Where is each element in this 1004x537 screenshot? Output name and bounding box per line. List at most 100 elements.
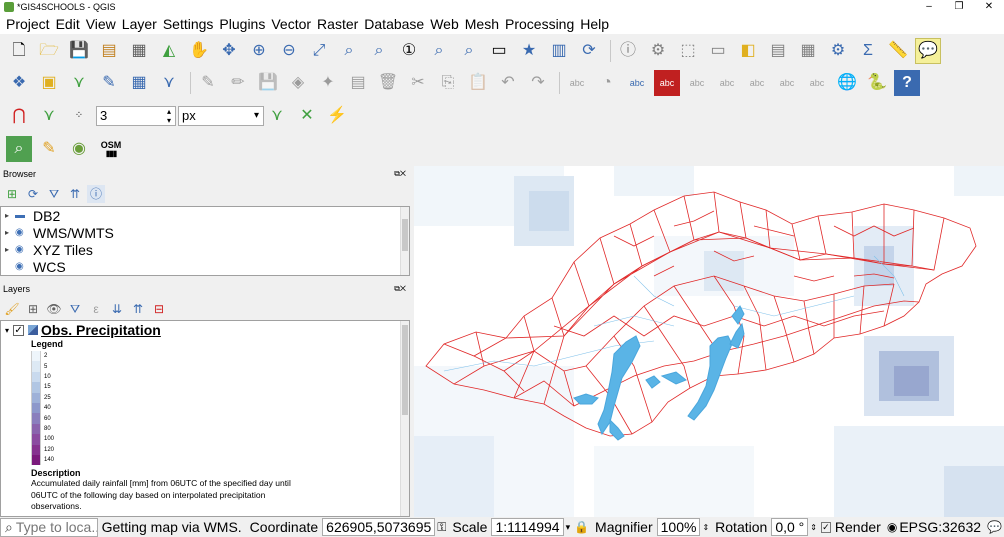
zoom-in-icon[interactable]: ⊕	[252, 42, 266, 59]
zoom-last-icon[interactable]: ⌕	[434, 42, 444, 59]
menu-web[interactable]: Web	[430, 16, 459, 32]
add-raster-icon[interactable]: ▦	[131, 74, 147, 91]
label-properties-icon[interactable]: abc	[809, 77, 825, 88]
add-group-icon[interactable]: ⊞	[27, 302, 39, 316]
menu-help[interactable]: Help	[580, 16, 610, 32]
filter-legend-icon[interactable]: ⛛	[69, 302, 81, 316]
field-calculator-icon[interactable]: ▦	[800, 42, 816, 59]
spin-arrows-icon[interactable]: ⇕	[702, 522, 710, 532]
modify-attributes-icon[interactable]: ▤	[350, 74, 366, 91]
properties-icon[interactable]: ⓘ	[87, 185, 105, 203]
current-edits-icon[interactable]: ✎	[201, 74, 215, 91]
style-manager-icon[interactable]: ◭	[162, 42, 176, 59]
menu-settings[interactable]: Settings	[162, 16, 214, 32]
layer-visibility-checkbox[interactable]: ✓	[13, 324, 25, 336]
snapping-magnet-icon[interactable]: ⋂	[12, 107, 26, 124]
expand-all-icon[interactable]: ⇊	[111, 302, 123, 316]
copy-icon[interactable]: ⎘	[441, 74, 455, 91]
scrollbar-thumb[interactable]	[402, 219, 408, 251]
menu-project[interactable]: Project	[6, 16, 50, 32]
expand-arrow-icon[interactable]: ▸	[5, 228, 10, 237]
coordinate-field[interactable]: 626905,5073695	[322, 518, 436, 536]
deselect-icon[interactable]: ◧	[740, 42, 756, 59]
data-source-manager-icon[interactable]: ❖	[11, 74, 27, 91]
add-selected-layers-icon[interactable]: ⊞	[6, 187, 18, 201]
collapse-all-layers-icon[interactable]: ⇈	[132, 302, 144, 316]
snapping-tolerance-spinbox[interactable]: 3	[96, 106, 176, 126]
vertex-tool-icon[interactable]: ✦	[321, 74, 335, 91]
browser-item-xyz-tiles[interactable]: ▸ ◉ XYZ Tiles	[1, 241, 409, 258]
pan-icon[interactable]: ✋	[189, 42, 209, 59]
menu-vector[interactable]: Vector	[271, 16, 312, 32]
qgis-tools-icon[interactable]: ✎	[42, 140, 56, 157]
quickmapservices-icon[interactable]: ⌕	[6, 136, 32, 162]
map-canvas[interactable]	[414, 166, 1004, 517]
help-icon[interactable]: ?	[894, 70, 920, 96]
pin-labels-icon[interactable]: abc	[629, 77, 645, 88]
expand-arrow-icon[interactable]: ▸	[5, 245, 10, 254]
browser-scrollbar[interactable]	[400, 207, 409, 275]
layout-icon[interactable]: ▤	[101, 42, 117, 59]
redo-icon[interactable]: ↷	[531, 74, 545, 91]
messages-icon[interactable]: 💬	[987, 520, 1002, 534]
zoom-selection-icon[interactable]: ⌕	[344, 42, 354, 59]
remove-layer-icon[interactable]: ⊟	[153, 302, 165, 316]
zoom-out-icon[interactable]: ⊖	[282, 42, 296, 59]
identify-icon[interactable]: ⓘ	[619, 42, 636, 59]
filter-expression-icon[interactable]: ε	[93, 302, 99, 316]
layer-styling-icon[interactable]: 🖌	[4, 302, 20, 316]
label-toolbar-icon[interactable]: abc	[569, 77, 585, 88]
chevron-down-icon[interactable]: ▾	[565, 521, 571, 532]
measure-icon[interactable]: 📏	[888, 42, 908, 59]
menu-plugins[interactable]: Plugins	[219, 16, 266, 32]
add-wms-icon[interactable]: ⋎	[163, 74, 175, 91]
select-features-icon[interactable]: ⬚	[680, 42, 696, 59]
refresh-browser-icon[interactable]: ⟳	[27, 187, 39, 201]
refresh-icon[interactable]: ⟳	[582, 42, 596, 59]
snap-intersection-icon[interactable]: ✕	[300, 107, 314, 124]
spin-arrows-icon[interactable]: ⇕	[810, 522, 817, 532]
save-edits-icon[interactable]: 💾	[258, 74, 278, 91]
globe-plugin-icon[interactable]: ◉	[72, 140, 86, 157]
menu-view[interactable]: View	[85, 16, 116, 32]
render-checkbox[interactable]: ✓	[820, 521, 831, 533]
expand-arrow-icon[interactable]: ▸	[5, 211, 10, 220]
new-map-view-icon[interactable]: ▭	[491, 42, 507, 59]
panel-float-close-icon[interactable]: ⧉✕	[394, 284, 406, 293]
menu-layer[interactable]: Layer	[121, 16, 157, 32]
delete-selected-icon[interactable]: 🗑	[377, 74, 399, 91]
zoom-next-icon[interactable]: ⌕	[464, 42, 474, 59]
manage-visibility-icon[interactable]: 👁	[46, 302, 62, 316]
tracing-icon[interactable]: ⚡	[327, 107, 347, 124]
show-bookmarks-icon[interactable]: ▥	[551, 42, 567, 59]
diagram-icon[interactable]: ◔	[602, 74, 612, 91]
osm-plugin-button[interactable]: OSM ▮▮▮	[96, 136, 126, 162]
toggle-editing-icon[interactable]: ✏	[231, 74, 245, 91]
add-vector-icon[interactable]: ⋎	[73, 74, 85, 91]
crs-label[interactable]: EPSG:32632	[899, 519, 982, 535]
statistics-icon[interactable]: Σ	[863, 42, 873, 59]
select-by-value-icon[interactable]: ▭	[710, 42, 726, 59]
snapping-vertex-icon[interactable]: ⁘	[74, 110, 84, 121]
close-button[interactable]: ✕	[984, 1, 994, 12]
zoom-layer-icon[interactable]: ⌕	[374, 42, 384, 59]
cut-icon[interactable]: ✂	[411, 74, 425, 91]
add-layer-icon[interactable]: ▣	[41, 74, 57, 91]
web-services-icon[interactable]: 🌐	[837, 74, 857, 91]
magnifier-lock-icon[interactable]: 🔒	[574, 520, 590, 534]
layers-scrollbar[interactable]	[400, 321, 409, 516]
python-console-icon[interactable]: 🐍	[867, 74, 887, 91]
undo-icon[interactable]: ↶	[501, 74, 515, 91]
collapse-arrow-icon[interactable]: ▾	[5, 325, 10, 335]
action-icon[interactable]: ⚙	[650, 42, 666, 59]
attribute-table-icon[interactable]: ▤	[770, 42, 786, 59]
topological-editing-icon[interactable]: ⋎	[271, 107, 283, 124]
digitize-icon[interactable]: ✎	[102, 74, 116, 91]
menu-edit[interactable]: Edit	[55, 16, 80, 32]
scrollbar-thumb[interactable]	[402, 325, 408, 415]
browser-item-db2[interactable]: ▸ ▬ DB2	[1, 207, 409, 224]
browser-item-wms-wmts[interactable]: ▸ ◉ WMS/WMTS	[1, 224, 409, 241]
minimize-button[interactable]: –	[926, 1, 932, 12]
open-project-icon[interactable]: 🗁	[39, 42, 59, 59]
zoom-full-icon[interactable]: ⤢	[312, 42, 326, 59]
